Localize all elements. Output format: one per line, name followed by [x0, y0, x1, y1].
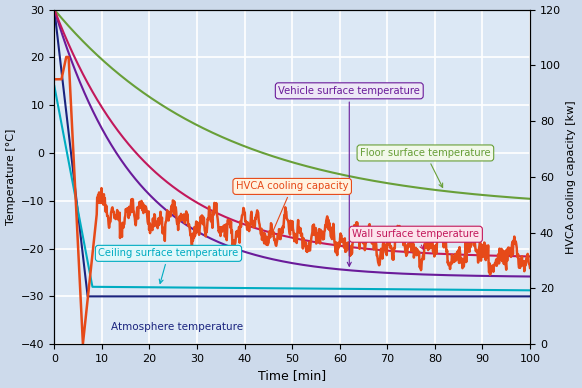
Text: Wall surface temperature: Wall surface temperature	[352, 229, 480, 249]
Y-axis label: HVCA cooling capacity [kw]: HVCA cooling capacity [kw]	[566, 100, 576, 254]
Text: Ceiling surface temperature: Ceiling surface temperature	[98, 248, 239, 284]
Text: Vehicle surface temperature: Vehicle surface temperature	[278, 86, 420, 266]
Text: Floor surface temperature: Floor surface temperature	[360, 148, 491, 187]
Text: Atmosphere temperature: Atmosphere temperature	[111, 322, 243, 332]
X-axis label: Time [min]: Time [min]	[258, 369, 327, 383]
Text: HVCA cooling capacity: HVCA cooling capacity	[236, 182, 349, 238]
Y-axis label: Temperature [°C]: Temperature [°C]	[6, 129, 16, 225]
